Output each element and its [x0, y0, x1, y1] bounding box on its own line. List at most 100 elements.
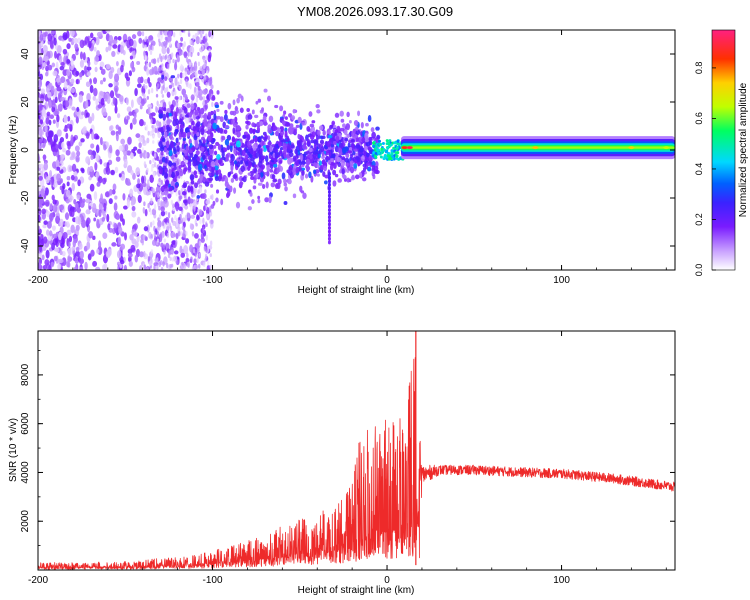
spectrogram-cell	[78, 242, 83, 250]
spectrogram-cell	[123, 264, 128, 270]
spectrogram-cell	[63, 80, 68, 90]
spectrogram-cell	[96, 181, 101, 187]
spectrogram-cell	[190, 214, 196, 219]
spectrogram-cell	[301, 121, 305, 126]
spectrogram-cell	[210, 183, 214, 188]
spectrogram-cell	[204, 257, 207, 263]
spectrogram-cell	[245, 161, 249, 167]
spectrogram-cell	[199, 37, 202, 42]
spectrogram-cell	[182, 227, 186, 232]
spectrogram-cell	[103, 144, 107, 151]
spectrogram-cell	[272, 152, 276, 159]
spectrogram-cell	[75, 155, 80, 163]
spectrogram-cell	[149, 174, 154, 183]
spectrogram-cell	[151, 68, 155, 75]
spectrogram-cell	[158, 168, 163, 175]
spectrogram-cell	[150, 197, 153, 204]
spectrogram-cell	[89, 84, 94, 94]
spectrogram-cell	[203, 75, 207, 80]
spectrogram-cell	[197, 88, 203, 97]
spectrogram-cell	[401, 146, 408, 150]
spectrogram-cell	[116, 113, 121, 119]
spectrogram-cell	[99, 158, 103, 165]
spectrogram-cell	[86, 241, 91, 250]
spectrogram-cell	[41, 208, 47, 215]
spectrogram-cell	[57, 263, 62, 270]
spectrogram-cell	[43, 236, 48, 244]
spectrogram-cell	[94, 162, 98, 171]
spectrogram-cell	[105, 46, 109, 53]
spectrogram-cell	[185, 257, 190, 263]
spectrogram-cell	[162, 196, 166, 201]
spectrogram-cell	[310, 175, 314, 183]
spectrogram-cell	[49, 230, 53, 237]
spectrogram-cell	[185, 145, 189, 152]
spectrogram-cell	[193, 258, 197, 265]
spectrogram-cell	[188, 61, 192, 68]
spectrogram-cell	[248, 161, 252, 169]
spectrogram-cell	[139, 104, 143, 110]
spectrogram-cell	[316, 129, 321, 136]
spectrogram-cell	[182, 93, 188, 98]
spectrogram-cell	[141, 147, 145, 154]
spectrogram-cell	[116, 250, 122, 259]
spectrogram-cell	[276, 127, 282, 132]
spectrogram-cell	[162, 113, 167, 121]
spectrogram-cell	[62, 231, 68, 239]
spectrogram-cell	[256, 146, 261, 154]
spectrogram-cell	[59, 185, 63, 191]
spectrogram-cell	[70, 174, 75, 181]
spectrogram-cell	[283, 178, 287, 184]
spectrogram-cell	[255, 100, 259, 105]
spectrogram-cell	[202, 217, 205, 225]
spectrogram-cell	[207, 155, 211, 160]
spectrogram-cell	[331, 120, 336, 126]
spectrogram-cell	[245, 120, 249, 124]
spectrogram-cell	[170, 180, 175, 187]
spectrogram-cell	[355, 126, 359, 131]
spectrogram-cell	[79, 250, 84, 259]
spectrogram-cell	[290, 144, 295, 149]
spectrogram-cell	[95, 36, 100, 46]
spectrogram-cell	[158, 41, 162, 47]
spectrogram-cell	[371, 164, 376, 170]
spectrogram-cell	[364, 138, 369, 143]
spectrogram-cell	[119, 213, 124, 222]
spectrogram-cell	[164, 87, 167, 94]
spectrogram-cell	[297, 116, 302, 124]
spectrogram-cell	[152, 157, 155, 163]
spectrogram-cell	[179, 85, 182, 91]
spectrogram-cell	[241, 157, 245, 162]
spectrogram-cell	[224, 181, 229, 188]
spectrogram-cell	[94, 66, 98, 73]
spectrogram-cell	[55, 215, 60, 224]
spectrogram-cell	[136, 97, 142, 104]
colorbar-tick-label: 0.2	[694, 213, 704, 226]
spectrogram-cell	[318, 160, 322, 166]
spectrogram-cell	[202, 99, 205, 106]
spectrogram-cell	[164, 157, 168, 164]
spectrogram-cell	[349, 166, 355, 174]
spectrogram-cell	[62, 48, 68, 55]
spectrogram-cell	[160, 266, 164, 270]
spectrogram-cell	[176, 217, 179, 224]
spectrogram-cell	[43, 220, 48, 225]
spectrogram-cell	[170, 141, 175, 149]
spectrogram-cell	[180, 63, 183, 70]
spectrogram-cell	[209, 240, 213, 247]
spectrogram-cell	[195, 96, 199, 103]
spectrogram-cell	[246, 107, 251, 113]
spectrogram-cell	[52, 199, 57, 205]
spectrogram-cell	[50, 261, 55, 268]
spectrogram-cell	[206, 163, 211, 168]
spectrogram-cell	[104, 191, 110, 198]
snr-series-line	[38, 357, 675, 570]
spectrogram-cell	[170, 249, 175, 254]
spectrogram-cell	[182, 137, 187, 142]
spectrogram-cell	[249, 128, 253, 133]
snr-y-ticks: 2000 4000 6000 8000	[20, 350, 675, 547]
spectrogram-cell	[160, 194, 163, 199]
figure-title: YM08.2026.093.17.30.G09	[297, 4, 453, 19]
spectrogram-cell	[67, 247, 73, 256]
spectrogram-cell	[279, 160, 283, 164]
